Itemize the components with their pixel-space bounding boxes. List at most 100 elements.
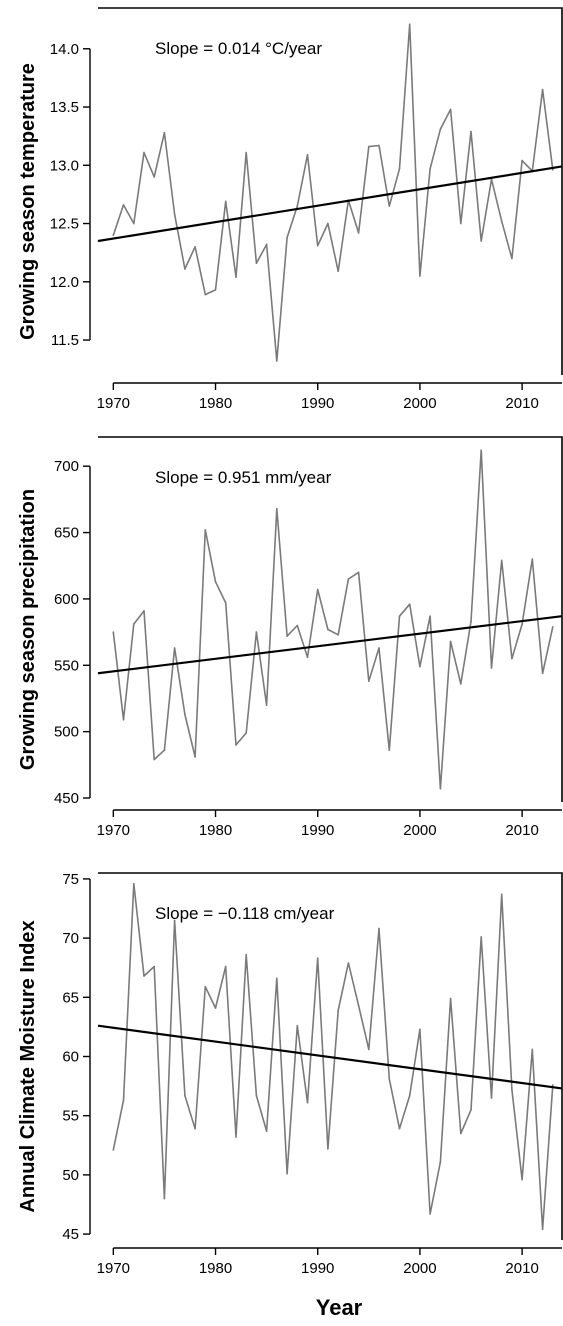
data-point [286,1172,288,1175]
y-tick-label: 12.0 [50,274,79,291]
data-point [337,1009,340,1012]
data-point [388,205,391,207]
data-point [235,276,237,278]
data-point [429,1213,431,1215]
data-point [500,893,503,896]
data-point [552,1084,554,1086]
data-point [531,1048,534,1051]
x-tick-label: 1970 [97,822,130,839]
data-point [153,176,155,178]
x-tick-label: 1980 [199,822,232,839]
y-axis-title: Growing season temperature [17,63,39,340]
data-point [163,749,166,751]
data-point [511,1088,513,1091]
data-point [419,665,421,668]
data-point [184,1094,186,1097]
y-tick-label: 700 [54,458,79,475]
data-point [460,222,462,225]
data-point [153,965,155,968]
data-point [133,623,135,625]
y-tick-label: 12.5 [50,216,79,233]
data-point [327,222,329,225]
data-point [265,1130,268,1132]
y-axis-title: Growing season precipitation [17,489,39,770]
data-point [184,268,186,270]
data-point [143,610,145,612]
data-point [480,449,483,452]
data-point [255,631,258,633]
plot-frame [98,7,563,375]
x-tick-label: 1990 [301,822,334,839]
data-point [500,220,503,222]
data-point [194,246,196,248]
y-tick-label: 650 [54,525,79,542]
data-point [173,647,176,649]
y-tick-label: 65 [62,989,79,1006]
data-point [541,1228,544,1231]
x-tick-label: 2010 [505,1260,538,1277]
data-point [327,628,329,631]
data-point [194,756,196,758]
data-point [388,1078,391,1080]
data-point [153,758,155,761]
y-tick-label: 13.5 [50,99,79,116]
y-tick-label: 75 [62,871,79,888]
data-point [398,168,401,170]
data-point [398,615,401,617]
data-point [112,234,115,236]
trend-line [97,165,563,243]
x-tick-label: 2010 [505,822,538,839]
data-point [296,624,299,627]
data-point [541,672,544,675]
data-point [429,615,431,617]
data-point [224,200,227,203]
slope-annotation: Slope = 0.014 °C/year [155,39,322,58]
x-axis-title: Year [316,1295,363,1320]
data-point [255,262,258,265]
data-point [368,145,370,148]
data-point [112,631,115,633]
data-point [316,244,319,247]
data-point [133,882,135,885]
data-point [511,257,513,260]
data-point [460,683,462,685]
y-tick-label: 500 [54,724,79,741]
data-point [224,602,227,604]
data-point [408,1094,411,1097]
data-point [378,144,380,147]
data-point [470,130,472,133]
x-tick-label: 2000 [403,822,436,839]
data-point [224,965,227,968]
x-tick-label: 1970 [97,1260,130,1277]
data-point [286,236,288,239]
data-point [173,919,176,922]
data-point [235,744,237,746]
y-tick-label: 14.0 [50,41,79,58]
data-point [276,360,278,362]
data-point [357,571,360,574]
x-tick-label: 2000 [403,1260,436,1277]
x-tick-label: 1980 [199,395,232,412]
data-point [470,620,472,623]
data-point [133,222,135,225]
data-point [347,578,350,580]
y-tick-label: 70 [62,930,79,947]
data-point [255,1094,258,1097]
data-point [143,151,145,154]
data-point [357,232,360,234]
y-tick-label: 600 [54,591,79,608]
data-point [368,1048,370,1051]
data-point [296,1024,299,1027]
data-point [122,204,125,206]
data-point [265,704,268,706]
data-point [214,289,217,291]
data-point [398,1127,401,1130]
data-point [194,1127,196,1130]
data-point [480,936,483,938]
x-tick-label: 2000 [403,395,436,412]
data-point [143,975,145,977]
data-point [521,623,523,625]
data-point [368,680,370,682]
data-point [408,23,411,26]
data-point [552,626,554,628]
